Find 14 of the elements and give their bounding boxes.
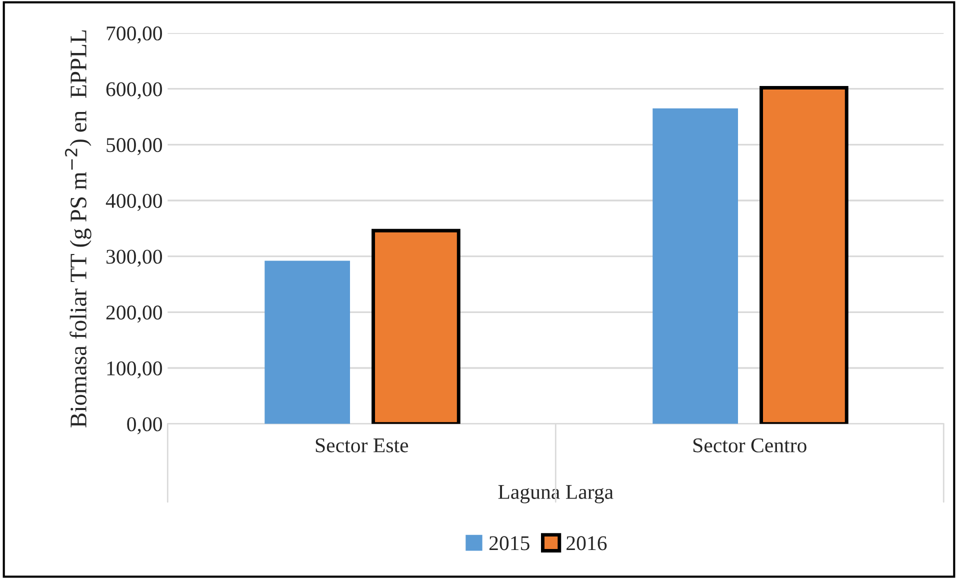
y-tick-label: 100,00 [107, 361, 162, 378]
y-tick-label: 400,00 [106, 194, 162, 211]
x-tick-label: Sector Centro [693, 438, 806, 452]
legend-label: 2015 [489, 536, 530, 550]
x-axis-title: Laguna Larga [498, 485, 614, 504]
y-tick-label: 200,00 [106, 306, 162, 323]
y-tick-label: 600,00 [106, 82, 162, 100]
y-tick-label: 300,00 [106, 250, 162, 267]
y-tick-label: 0,00 [127, 417, 162, 434]
y-tick-label: 500,00 [106, 138, 162, 156]
x-tick-label: Sector Este [316, 438, 408, 452]
legend-label: 2016 [566, 536, 607, 550]
y-tick-label: 700,00 [106, 26, 162, 44]
y-axis-title: Biomasa foliar TT (g PS m$^{−2}$) en EPPLL [64, 30, 92, 428]
